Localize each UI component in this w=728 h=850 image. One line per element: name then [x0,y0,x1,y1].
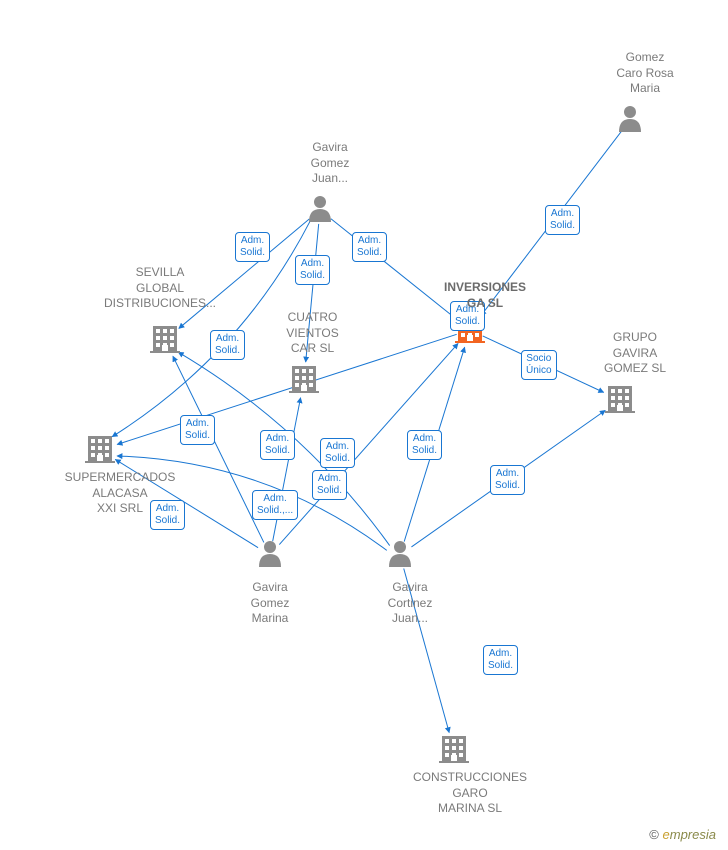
edge-label: Adm.Solid. [483,645,518,675]
brand-e-icon: e [663,827,670,842]
edge-label: Adm.Solid. [260,430,295,460]
node-label: CONSTRUCCIONESGAROMARINA SL [400,770,540,817]
edge-label: Adm.Solid. [352,232,387,262]
edge-label: Adm.Solid. [320,438,355,468]
node-label: SEVILLAGLOBALDISTRIBUCIONES... [95,265,225,312]
edge-label: Adm.Solid. [295,255,330,285]
edge-label: Adm.Solid. [407,430,442,460]
footer: © empresia [649,827,716,842]
edge-label: Adm.Solid. [490,465,525,495]
edge-label: Adm.Solid. [312,470,347,500]
edge-label: Adm.Solid.,... [252,490,298,520]
edge-label: Adm.Solid. [235,232,270,262]
node-label: CUATROVIENTOSCAR SL [275,310,350,357]
node-label: SUPERMERCADOSALACASAXXI SRL [55,470,185,517]
edge-label: Adm.Solid. [210,330,245,360]
edge-label: SocioÚnico [521,350,557,380]
brand-text: mpresia [670,827,716,842]
node-label: INVERSIONESGA SL [425,280,545,311]
node-label: GomezCaro RosaMaria [605,50,685,97]
node-label: GaviraGomezMarina [235,580,305,627]
node-label: GaviraCortinezJuan... [370,580,450,627]
edge-label: Adm.Solid. [545,205,580,235]
node-label: GRUPOGAVIRAGOMEZ SL [590,330,680,377]
network-canvas [0,0,728,850]
copyright-symbol: © [649,827,659,842]
edge-label: Adm.Solid. [180,415,215,445]
node-label: GaviraGomezJuan... [295,140,365,187]
